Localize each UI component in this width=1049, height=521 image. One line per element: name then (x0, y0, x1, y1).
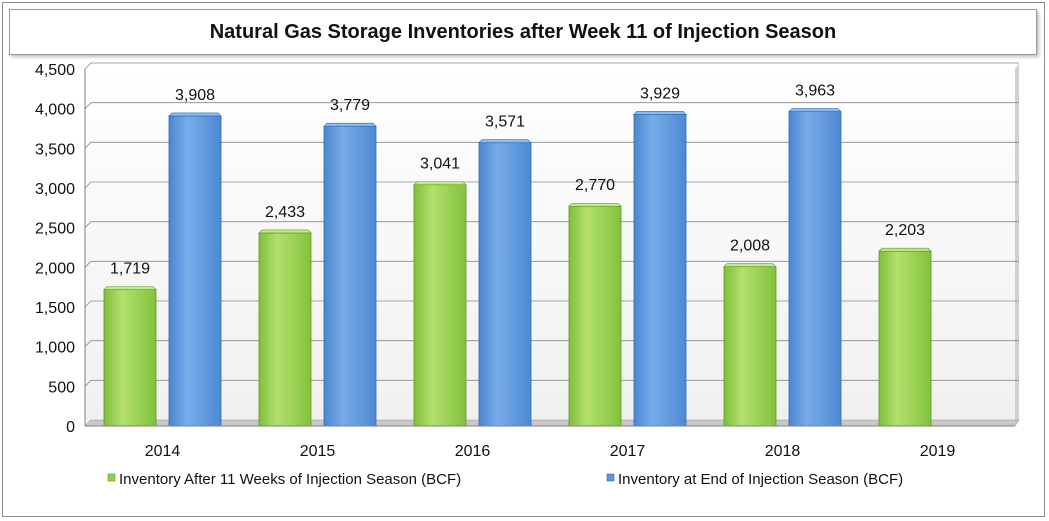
data-label: 2,770 (575, 177, 615, 194)
bar-top-face (568, 202, 622, 207)
bar-end-of-season (633, 113, 687, 427)
x-tick-label: 2018 (765, 443, 801, 460)
legend-swatch (107, 473, 116, 482)
bar-top-face (103, 286, 157, 290)
gridline (84, 102, 1019, 109)
bar-end-of-season (168, 115, 222, 427)
bar-top-face (258, 229, 312, 234)
bar-top-face (788, 108, 842, 112)
bar-end-of-season (478, 142, 532, 427)
legend-label: Inventory After 11 Weeks of Injection Se… (119, 471, 461, 488)
x-tick-label: 2019 (920, 443, 956, 460)
y-tick-label: 4,500 (35, 62, 75, 79)
x-tick-label: 2014 (145, 443, 181, 460)
chart-title: Natural Gas Storage Inventories after We… (209, 20, 837, 43)
y-tick-label: 3,000 (35, 181, 75, 198)
data-label: 3,963 (795, 83, 835, 100)
y-tick-label: 3,500 (35, 141, 75, 158)
plot-side-wall (1015, 63, 1019, 426)
y-tick-label: 2,000 (35, 260, 75, 277)
bar-after-11-weeks (413, 184, 467, 427)
chart-title-box: Natural Gas Storage Inventories after We… (9, 9, 1037, 55)
bar-after-11-weeks (103, 289, 157, 427)
bar-top-face (878, 247, 932, 252)
gridline (84, 379, 1019, 387)
data-label: 3,929 (640, 85, 680, 102)
gridline (84, 141, 1019, 149)
y-tick-label: 500 (48, 379, 75, 396)
bar-after-11-weeks (258, 232, 312, 427)
gridline (84, 221, 1019, 228)
y-tick-label: 0 (66, 419, 75, 436)
bar-top-face (633, 110, 687, 115)
plot-back-wall (85, 63, 1019, 426)
data-label: 2,008 (730, 238, 770, 255)
y-tick-label: 4,000 (35, 102, 75, 119)
y-tick-label: 1,500 (35, 300, 75, 317)
x-tick-label: 2015 (300, 443, 336, 460)
data-label: 2,203 (885, 222, 925, 239)
x-tick-label: 2017 (610, 443, 646, 460)
gridline (84, 62, 1019, 70)
bar-end-of-season (323, 125, 377, 427)
y-tick-label: 2,500 (35, 221, 75, 238)
data-label: 3,908 (175, 87, 215, 104)
data-label: 2,433 (265, 204, 305, 221)
bar-top-face (478, 139, 532, 144)
bar-end-of-season (788, 111, 842, 427)
bar-top-face (323, 122, 377, 127)
legend-swatch (606, 473, 615, 482)
bar-top-face (168, 112, 222, 117)
bar-top-face (413, 181, 467, 186)
data-label: 3,041 (420, 156, 460, 173)
x-tick-label: 2016 (455, 443, 491, 460)
gridline (84, 260, 1019, 268)
gridline (84, 300, 1019, 308)
legend-label: Inventory at End of Injection Season (BC… (618, 471, 903, 488)
y-tick-label: 1,000 (35, 340, 75, 357)
data-label: 3,779 (330, 97, 370, 114)
data-label: 3,571 (485, 114, 525, 131)
bar-after-11-weeks (568, 205, 622, 427)
bar-after-11-weeks (723, 266, 777, 427)
data-label: 1,719 (110, 261, 150, 278)
bar-after-11-weeks (878, 250, 932, 427)
bar-top-face (723, 263, 777, 267)
gridline (84, 340, 1019, 347)
gridline (84, 181, 1019, 189)
